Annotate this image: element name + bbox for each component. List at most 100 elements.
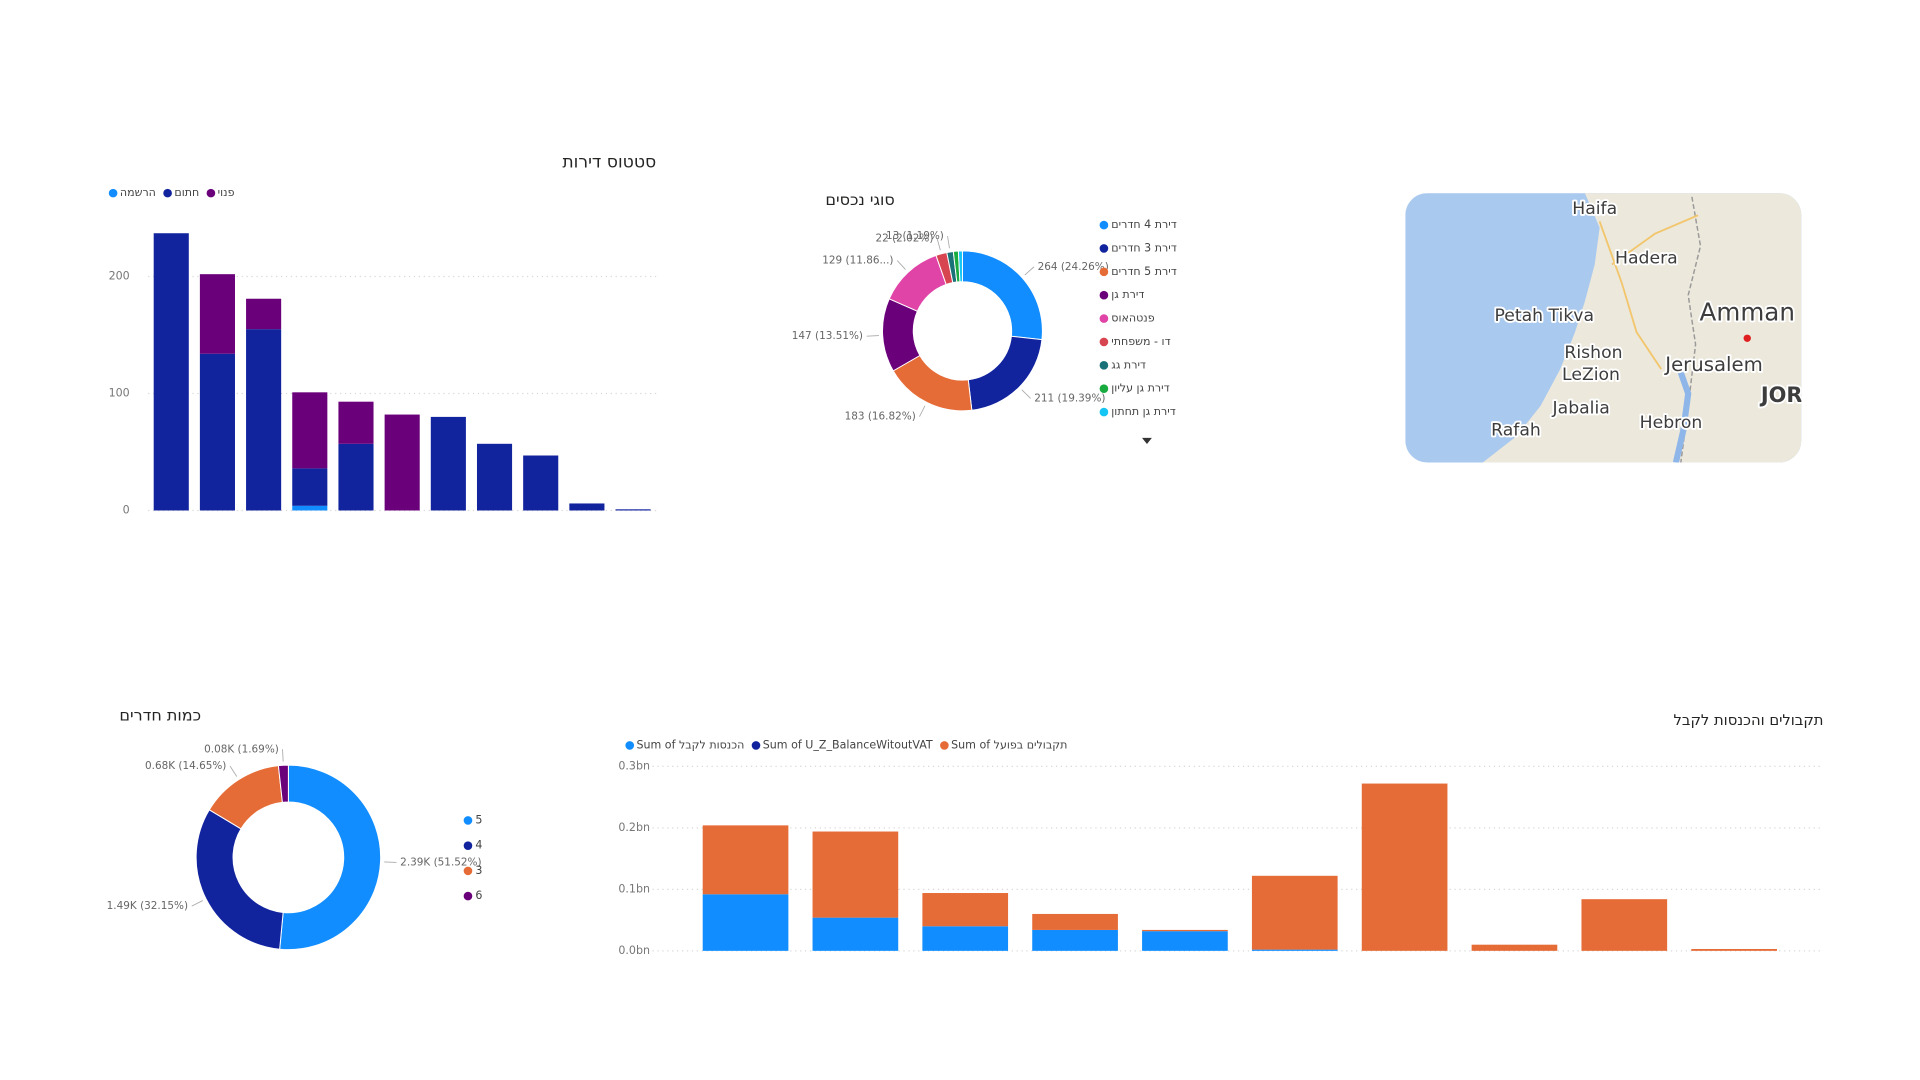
map-land <box>1482 193 1802 463</box>
leader-line <box>384 861 397 863</box>
bar-segment <box>922 893 1009 927</box>
map-place-label: Rafah <box>1491 421 1541 441</box>
leader-line <box>896 260 906 270</box>
data-label: 0.08K (1.69%) <box>204 743 279 755</box>
y-tick-label: 0.3bn <box>618 759 650 772</box>
legend-marker <box>1099 220 1109 230</box>
legend-label: 3 <box>475 864 482 877</box>
leader-line <box>919 405 926 417</box>
bar-segment <box>1142 929 1228 932</box>
legend-marker <box>1099 267 1109 277</box>
legend-label: דו - משפחתי <box>1111 335 1170 348</box>
donut-slice <box>957 250 963 283</box>
bar-segment <box>338 443 374 511</box>
map-place-label: Hebron <box>1640 413 1703 433</box>
legend-marker <box>463 816 473 825</box>
legend-label: Sum of הכנסות לקבל <box>636 738 744 751</box>
bar-segment <box>523 455 559 511</box>
chart-title: כמות חדרים <box>119 705 201 724</box>
donut-slice <box>195 809 284 950</box>
legend-marker <box>1099 290 1109 300</box>
leader-line <box>229 765 238 777</box>
map-place-label: Hadera <box>1615 248 1678 268</box>
legend-more-arrow[interactable] <box>1142 437 1152 445</box>
leader-line <box>947 236 950 249</box>
chart-title: תקבולים והכנסות לקבל <box>1674 712 1824 729</box>
donut-slice <box>888 254 947 312</box>
legend-marker <box>625 741 635 750</box>
leader-line <box>936 238 941 251</box>
donut-slice <box>961 250 1043 341</box>
bar-segment <box>812 917 899 951</box>
y-tick-label: 200 <box>109 270 130 283</box>
legend-label: דירת גג <box>1111 358 1146 371</box>
legend-label: דירת 3 חדרים <box>1111 241 1176 254</box>
legend-marker <box>1099 384 1109 394</box>
bar-segment <box>1361 783 1448 951</box>
map-place-label: Haifa <box>1572 199 1617 219</box>
donut-slice <box>279 764 382 951</box>
legend-label: Sum of תקבולים בפועל <box>951 738 1067 751</box>
y-tick-label: 0.2bn <box>618 821 650 834</box>
legend-marker <box>206 188 216 198</box>
donut-slice <box>967 335 1043 411</box>
legend-label: Sum of U_Z_BalanceWitoutVAT <box>763 738 933 751</box>
bar-segment <box>384 414 420 511</box>
legend-marker <box>1099 314 1109 323</box>
legend-marker <box>1099 361 1109 370</box>
bar-segment <box>702 894 789 951</box>
leader-line <box>191 900 203 907</box>
bar-segment <box>292 468 328 506</box>
legend-label: 4 <box>475 839 482 852</box>
leader-line <box>866 335 879 337</box>
legend-label: דירת 5 חדרים <box>1111 265 1176 278</box>
legend-label: דירת גן תחתון <box>1111 405 1175 418</box>
legend-marker <box>463 866 473 876</box>
bar-segment <box>1032 929 1118 951</box>
bar-segment <box>1251 949 1338 951</box>
bar-segment <box>1691 948 1777 951</box>
bar-segment <box>922 926 1009 951</box>
legend-label: דירת גן <box>1111 288 1144 301</box>
bar-segment <box>292 392 328 469</box>
bar-segment <box>476 443 513 511</box>
map-place-label: Jabalia <box>1552 398 1610 418</box>
data-label: 211 (19.39%) <box>1034 392 1105 404</box>
bar-segment <box>1032 913 1118 930</box>
legend-marker <box>1099 337 1109 347</box>
legend-marker <box>751 741 761 750</box>
legend-marker <box>463 841 473 850</box>
data-label: 13 (1.19%) <box>886 230 944 242</box>
map-place-label: Petah Tikva <box>1495 306 1595 326</box>
map-dead-sea <box>1672 368 1692 463</box>
legend-label: חתום <box>174 186 199 199</box>
legend-marker <box>1099 407 1109 417</box>
bar-segment <box>812 831 899 918</box>
legend-label: פנוי <box>218 186 235 199</box>
map-place-label: Amman <box>1700 298 1795 327</box>
data-label: 147 (13.51%) <box>792 330 863 342</box>
legend-label: דירת גן עליון <box>1111 382 1169 395</box>
bar-segment <box>702 825 789 895</box>
donut-slice <box>277 764 289 803</box>
bar-segment <box>199 274 235 354</box>
map-place-label: Jerusalem <box>1663 353 1762 376</box>
chart-title: סוגי נכסים <box>825 190 894 209</box>
map-pin <box>1743 334 1751 342</box>
leader-line <box>1024 266 1035 276</box>
legend-label: 5 <box>475 813 482 826</box>
y-tick-label: 0 <box>123 503 130 516</box>
legend-marker <box>1099 244 1109 253</box>
legend-label: הרשמה <box>120 186 156 199</box>
legend-marker <box>463 891 473 901</box>
chart-title: סטטוס דירות <box>562 152 656 172</box>
map-place-label: Rishon <box>1564 343 1622 363</box>
bar-segment <box>246 329 282 511</box>
y-tick-label: 100 <box>109 386 130 399</box>
legend-marker <box>108 188 118 198</box>
bar-segment <box>569 503 605 511</box>
leader-line <box>1021 389 1031 399</box>
legend-label: 6 <box>475 889 482 902</box>
